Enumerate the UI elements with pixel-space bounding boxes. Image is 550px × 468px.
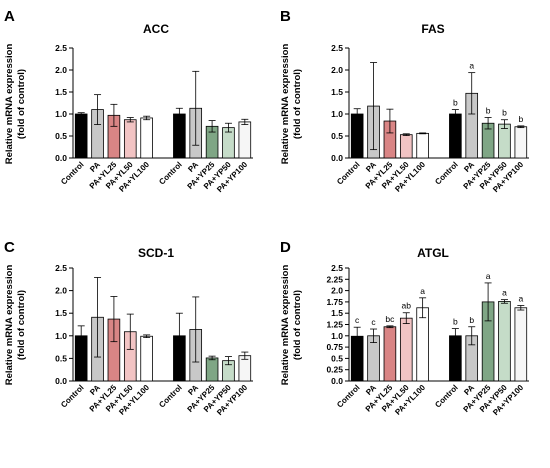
chart-title: SCD-1 (138, 246, 174, 260)
panel-D: D ATGL Relative mRNA expression(fold of co… (280, 239, 529, 417)
significance-letter: bc (385, 314, 395, 324)
y-tick-label: 1.0 (55, 109, 67, 119)
y-tick-label: 2.5 (55, 263, 67, 273)
y-tick-label: 0.75 (326, 342, 343, 352)
y-tick-label: 2.5 (55, 43, 67, 53)
y-tick-label: 0.5 (331, 353, 343, 363)
y-tick-label: 1.0 (55, 331, 67, 341)
panel-A: A ACC Relative mRNA expression(fold of con… (4, 8, 253, 194)
y-tick-label: 1.5 (55, 308, 67, 318)
y-tick-label: 1.0 (331, 331, 343, 341)
y-axis-label: Relative mRNA expression(fold of control… (280, 265, 303, 386)
y-tick-label: 0.25 (326, 365, 343, 375)
y-tick-label: 2.0 (55, 65, 67, 75)
x-tick-label: Control (157, 160, 183, 186)
y-axis-label: Relative mRNA expression(fold of control… (280, 44, 303, 165)
bar (416, 132, 429, 159)
y-tick-label: 0.5 (331, 131, 343, 141)
y-tick-label: 0.0 (55, 376, 67, 386)
significance-letter: a (420, 286, 425, 296)
significance-letter: ab (402, 301, 412, 311)
y-axis-label-line: (fold of control) (16, 290, 27, 360)
chart-title: FAS (421, 22, 444, 36)
y-tick-label: 1.25 (326, 320, 343, 330)
panel-C: C SCD-1 Relative mRNA expression(fold of c… (4, 239, 253, 417)
significance-letter: b (502, 108, 507, 118)
y-axis-label-line: (fold of control) (292, 290, 303, 360)
bar (399, 317, 413, 382)
y-tick-label: 0.0 (55, 153, 67, 163)
y-tick-label: 1.75 (326, 297, 343, 307)
bar (514, 126, 528, 159)
y-tick-label: 2.0 (55, 286, 67, 296)
y-axis-label-line: Relative mRNA expression (4, 44, 15, 165)
y-tick-label: 1.5 (55, 87, 67, 97)
y-tick-label: 1.5 (331, 87, 343, 97)
panel-B: B FAS Relative mRNA expression(fold of con… (280, 8, 529, 194)
y-tick-label: 0.5 (55, 131, 67, 141)
bar (449, 113, 462, 159)
significance-letter: b (453, 98, 458, 108)
significance-letter: c (371, 317, 376, 327)
y-axis-label-line: Relative mRNA expression (280, 44, 291, 165)
bar (399, 134, 413, 159)
x-tick-label: Control (59, 160, 85, 186)
significance-letter: c (355, 315, 360, 325)
significance-letter: b (518, 114, 523, 124)
y-tick-label: 0.5 (55, 353, 67, 363)
y-tick-label: 1.5 (331, 308, 343, 318)
y-axis-label-line: (fold of control) (16, 69, 27, 139)
x-tick-label: Control (335, 383, 361, 409)
bar (498, 301, 511, 382)
bar (383, 326, 397, 382)
x-tick-label: Control (335, 160, 361, 186)
y-tick-label: 0.0 (331, 376, 343, 386)
y-tick-label: 2.0 (331, 286, 343, 296)
x-tick-label: Control (433, 383, 459, 409)
bar (498, 123, 511, 159)
panel-letter: A (4, 8, 15, 25)
y-tick-label: 2.25 (326, 274, 343, 284)
panel-letter: C (4, 239, 15, 256)
y-tick-label: 1.0 (331, 109, 343, 119)
significance-letter: b (486, 106, 491, 116)
bar (123, 119, 137, 159)
significance-letter: a (502, 288, 507, 298)
y-axis-label-line: Relative mRNA expression (4, 265, 15, 386)
y-tick-label: 2.5 (331, 43, 343, 53)
y-tick-label: 0.0 (331, 153, 343, 163)
y-axis-label-line: Relative mRNA expression (280, 265, 291, 386)
y-tick-label: 2.0 (331, 65, 343, 75)
x-tick-label: Control (59, 383, 85, 409)
bar (238, 121, 252, 159)
y-axis-label: Relative mRNA expression(fold of control… (4, 44, 27, 165)
significance-letter: a (518, 294, 523, 304)
bar (140, 335, 153, 382)
bar (350, 113, 364, 159)
significance-letter: a (469, 61, 474, 71)
panel-letter: D (280, 239, 291, 256)
x-tick-label: Control (157, 383, 183, 409)
y-tick-label: 2.5 (331, 263, 343, 273)
significance-letter: b (469, 315, 474, 325)
bar (205, 357, 219, 382)
bar (140, 117, 153, 159)
y-axis-label: Relative mRNA expression(fold of control… (4, 265, 27, 386)
significance-letter: a (486, 271, 491, 281)
bar (514, 307, 528, 382)
panel-letter: B (280, 8, 291, 25)
chart-title: ATGL (417, 246, 449, 260)
y-axis-label-line: (fold of control) (292, 69, 303, 139)
x-tick-label: Control (433, 160, 459, 186)
bar (74, 113, 88, 159)
bar (416, 307, 429, 382)
significance-letter: b (453, 317, 458, 327)
chart-title: ACC (143, 22, 169, 36)
bar (173, 113, 186, 159)
